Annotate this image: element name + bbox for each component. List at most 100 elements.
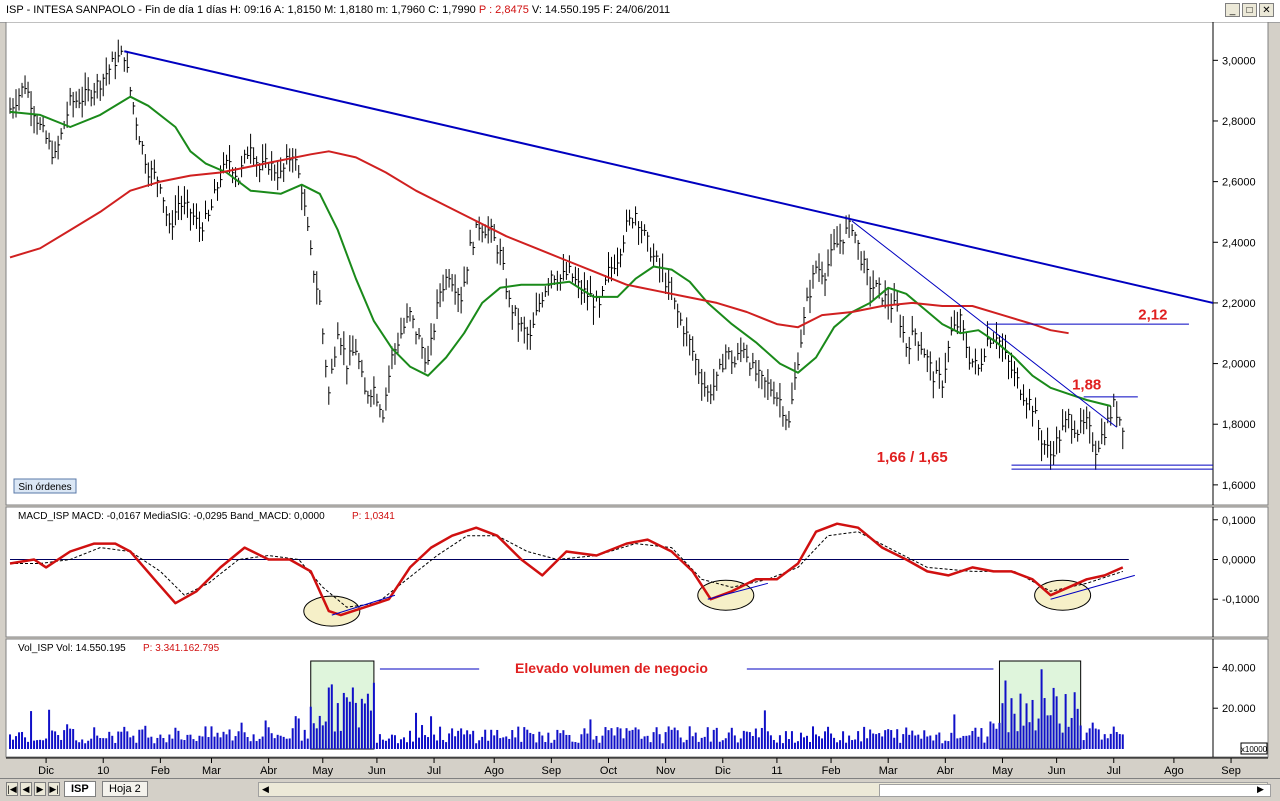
volume-bar	[923, 730, 926, 749]
volume-bar	[802, 737, 805, 749]
scroll-right-icon[interactable]: ▶	[1257, 784, 1264, 794]
volume-bar	[805, 735, 808, 749]
volume-bar	[363, 703, 366, 749]
x-tick-label: Nov	[656, 765, 676, 777]
volume-bar	[812, 726, 815, 749]
volume-bar	[562, 730, 565, 749]
prev-sheet-button[interactable]: ◀	[20, 782, 32, 796]
volume-bar	[517, 726, 520, 749]
x-tick-label: Feb	[151, 765, 170, 777]
volume-bar	[156, 737, 159, 749]
x-tick-label: Abr	[937, 765, 954, 777]
volume-bar	[851, 740, 854, 749]
close-button[interactable]: ✕	[1259, 3, 1274, 17]
volume-bar	[463, 734, 466, 749]
volume-bar	[183, 740, 186, 749]
volume-bar	[962, 735, 965, 749]
volume-bar	[147, 737, 150, 749]
x-tick-label: Sep	[1221, 765, 1241, 777]
volume-bar	[502, 737, 505, 749]
volume-bar	[360, 698, 363, 749]
maximize-button[interactable]: □	[1242, 3, 1257, 17]
stock-chart[interactable]: 1,6000 1,8000 2,0000 2,2000 2,4000 2,6000 2,80…	[0, 22, 1280, 778]
scroll-thumb[interactable]	[879, 784, 1271, 797]
volume-bar	[944, 740, 947, 749]
volume-bar	[799, 732, 802, 749]
next-sheet-button[interactable]: ▶	[34, 782, 46, 796]
volume-bar	[745, 731, 748, 749]
status-badge[interactable]: Sin órdenes	[13, 478, 77, 494]
volume-bar	[872, 733, 875, 749]
macd-title: MACD_ISP MACD: -0,0167 MediaSIG: -0,0295…	[18, 511, 325, 522]
volume-bar	[36, 740, 39, 749]
volume-bar	[658, 734, 661, 749]
x-tick-label: 11	[771, 765, 782, 777]
x-tick-label: Ago	[484, 765, 504, 777]
status-badge-box	[13, 478, 77, 494]
volume-bar	[896, 729, 899, 749]
scroll-left-icon[interactable]: ◀	[262, 784, 269, 794]
volume-bar	[986, 736, 989, 749]
volume-bar	[700, 737, 703, 749]
volume-bar	[766, 731, 769, 749]
volume-bar	[643, 736, 646, 749]
horizontal-scrollbar[interactable]: ◀ ▶	[258, 782, 1271, 797]
volume-bar	[769, 735, 772, 749]
volume-bar	[727, 732, 730, 749]
volume-bar	[12, 739, 15, 749]
volume-bar	[330, 684, 333, 749]
volume-bar	[565, 734, 568, 749]
panel-frame-0	[5, 22, 1269, 506]
volume-bar	[282, 736, 285, 749]
y-tick-label: 2,2000	[1222, 298, 1256, 310]
volume-bar	[421, 725, 424, 749]
volume-bar	[1082, 740, 1085, 749]
volume-bar	[102, 738, 105, 749]
volume-bar	[863, 726, 866, 749]
volume-bar	[390, 734, 393, 749]
volume-title: Vol_ISP Vol: 14.550.195	[18, 643, 126, 654]
volume-bar	[168, 734, 171, 749]
volume-bar	[860, 741, 863, 749]
volume-bar	[998, 722, 1001, 749]
volume-bar	[619, 728, 622, 749]
volume-bar	[848, 735, 851, 749]
volume-bar	[1037, 718, 1040, 749]
volume-bar	[478, 740, 481, 749]
volume-bar	[195, 741, 198, 749]
volume-bar	[171, 738, 174, 749]
tab-isp[interactable]: ISP	[64, 781, 96, 797]
volume-bar	[135, 742, 138, 749]
volume-bar	[571, 741, 574, 749]
tab-hoja-2[interactable]: Hoja 2	[102, 781, 148, 797]
volume-bar	[535, 742, 538, 749]
volume-bar	[628, 730, 631, 749]
x-tick-label: Dic	[715, 765, 731, 777]
volume-bar	[935, 734, 938, 749]
price-annotation: 1,88	[1072, 376, 1101, 393]
y-tick-label: 2,0000	[1222, 359, 1256, 371]
volume-bar	[105, 738, 108, 749]
volume-bar	[306, 738, 309, 749]
volume-bar	[631, 729, 634, 749]
volume-bar	[1034, 730, 1037, 749]
volume-bar	[869, 729, 872, 749]
volume-bar	[613, 735, 616, 749]
first-sheet-button[interactable]: |◀	[6, 782, 18, 796]
volume-bar	[333, 731, 336, 749]
volume-bar	[1061, 732, 1064, 749]
volume-bar	[676, 730, 679, 749]
volume-bar	[339, 730, 342, 749]
volume-bar	[493, 735, 496, 749]
x-tick-label: Dic	[38, 765, 54, 777]
volume-bar	[1076, 708, 1079, 749]
volume-bar	[228, 729, 231, 749]
volume-bar	[917, 734, 920, 749]
volume-bar	[189, 734, 192, 749]
volume-bar	[45, 738, 48, 749]
volume-bar	[300, 740, 303, 749]
last-sheet-button[interactable]: ▶|	[48, 782, 60, 796]
minimize-button[interactable]: _	[1225, 3, 1240, 17]
volume-bar	[126, 731, 129, 749]
volume-bar	[324, 721, 327, 749]
